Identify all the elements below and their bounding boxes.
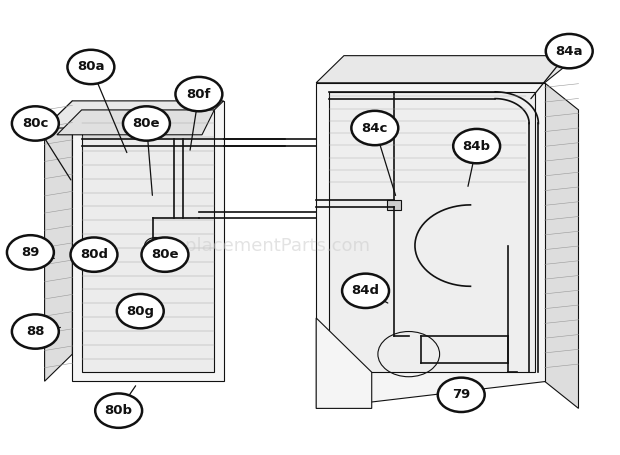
Text: 80b: 80b bbox=[105, 404, 133, 417]
Circle shape bbox=[123, 106, 170, 141]
Circle shape bbox=[95, 394, 142, 428]
Polygon shape bbox=[316, 56, 578, 83]
Circle shape bbox=[117, 294, 164, 329]
Circle shape bbox=[352, 111, 398, 145]
Circle shape bbox=[12, 314, 59, 349]
Text: 80e: 80e bbox=[133, 117, 160, 130]
Polygon shape bbox=[45, 101, 73, 381]
Text: 80e: 80e bbox=[151, 248, 179, 261]
Circle shape bbox=[71, 238, 117, 272]
Polygon shape bbox=[82, 110, 215, 372]
Text: 79: 79 bbox=[452, 388, 471, 401]
Text: eReplacementParts.com: eReplacementParts.com bbox=[151, 237, 370, 255]
Text: 84b: 84b bbox=[463, 140, 490, 152]
Polygon shape bbox=[45, 101, 224, 128]
Text: 80c: 80c bbox=[22, 117, 48, 130]
Circle shape bbox=[12, 106, 59, 141]
Text: 84a: 84a bbox=[556, 45, 583, 58]
Circle shape bbox=[342, 273, 389, 308]
Text: 89: 89 bbox=[21, 246, 40, 259]
Circle shape bbox=[68, 50, 114, 84]
Polygon shape bbox=[73, 101, 224, 381]
Text: 80a: 80a bbox=[77, 61, 105, 73]
Circle shape bbox=[7, 235, 54, 269]
Text: 84d: 84d bbox=[352, 284, 379, 297]
Text: 84c: 84c bbox=[361, 121, 388, 135]
Bar bbox=[387, 200, 401, 210]
Text: 80d: 80d bbox=[80, 248, 108, 261]
Circle shape bbox=[546, 34, 593, 68]
Text: 80g: 80g bbox=[126, 305, 154, 318]
Polygon shape bbox=[544, 83, 578, 409]
Text: 80f: 80f bbox=[187, 88, 211, 101]
Circle shape bbox=[175, 77, 223, 111]
Text: 88: 88 bbox=[26, 325, 45, 338]
Circle shape bbox=[438, 378, 485, 412]
Polygon shape bbox=[329, 92, 535, 372]
Polygon shape bbox=[316, 83, 544, 409]
Polygon shape bbox=[316, 318, 372, 409]
Circle shape bbox=[141, 238, 188, 272]
Polygon shape bbox=[57, 110, 215, 135]
Circle shape bbox=[453, 129, 500, 163]
